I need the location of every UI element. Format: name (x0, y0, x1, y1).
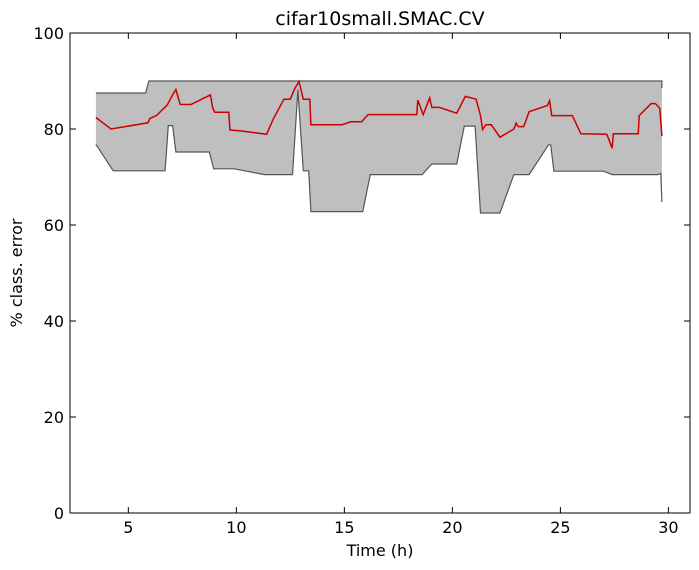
y-tick-label: 100 (33, 24, 64, 43)
y-tick-label: 80 (44, 120, 64, 139)
y-tick-label: 20 (44, 408, 64, 427)
y-tick-label: 60 (44, 216, 64, 235)
band-lower-line (95, 89, 663, 214)
y-axis-ticks: 0 20 40 60 80 100 (33, 24, 690, 523)
x-tick-label: 30 (658, 518, 678, 537)
y-axis-label: % class. error (7, 218, 26, 327)
band-upper-line (95, 80, 663, 94)
x-tick-label: 25 (550, 518, 570, 537)
x-tick-label: 5 (123, 518, 133, 537)
x-tick-label: 15 (334, 518, 354, 537)
x-axis-label: Time (h) (346, 541, 414, 560)
plot-frame (69, 32, 691, 514)
x-tick-label: 20 (442, 518, 462, 537)
y-tick-label: 40 (44, 312, 64, 331)
mean-line (95, 79, 663, 149)
min-max-band (95, 81, 662, 213)
y-tick-label: 0 (54, 504, 64, 523)
x-axis-ticks: 5 10 15 20 25 30 (123, 33, 679, 537)
x-tick-label: 10 (226, 518, 246, 537)
chart-title: cifar10small.SMAC.CV (275, 8, 484, 30)
